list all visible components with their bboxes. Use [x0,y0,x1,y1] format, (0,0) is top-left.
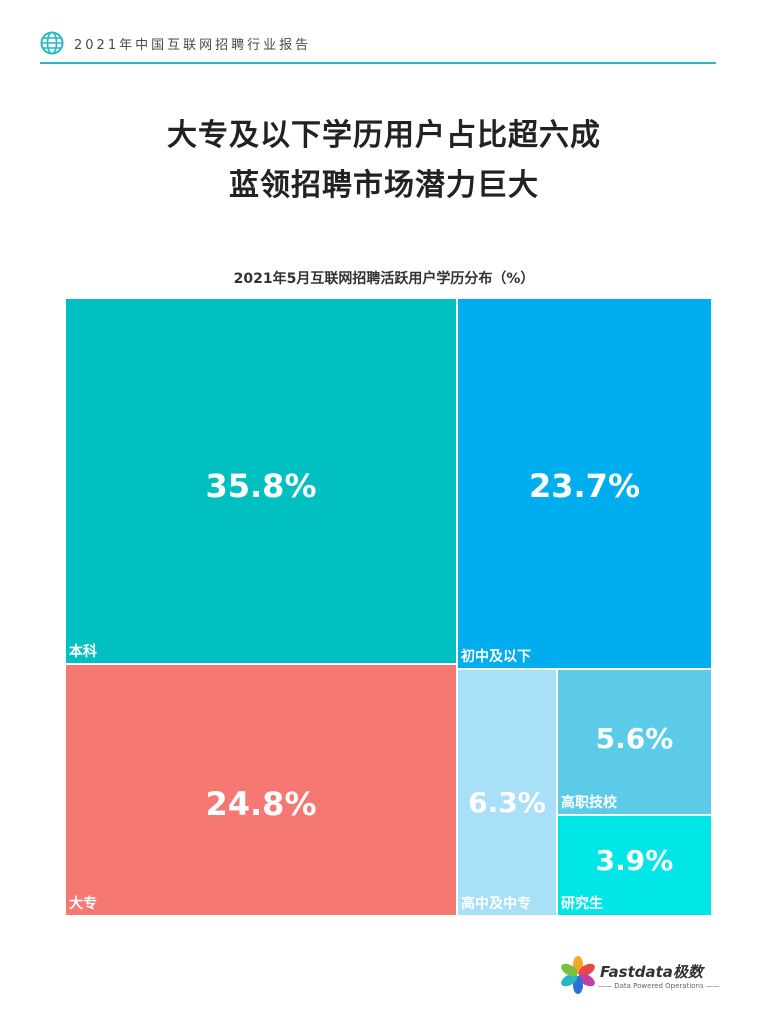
treemap-tile-dazhuan: 24.8% 大专 [66,665,456,915]
tile-value: 35.8% [205,467,317,505]
header-divider [40,62,716,64]
tile-value: 3.9% [595,844,674,877]
tile-label: 高中及中专 [461,896,531,912]
logo-wordmark: Fastdata极数 [600,963,703,981]
tile-value: 23.7% [528,467,640,505]
tile-value: 24.8% [205,785,317,823]
pinwheel-logo-icon [561,956,595,994]
report-title: 2021年中国互联网招聘行业报告 [74,38,312,53]
logo-tagline: —— Data Powered Operations —— [598,982,720,990]
headline-line-2: 蓝领招聘市场潜力巨大 [229,168,539,203]
treemap-tile-gaozhong: 6.3% 高中及中专 [458,670,556,915]
tile-label: 初中及以下 [461,649,531,665]
globe-icon [40,31,64,55]
report-header: 2021年中国互联网招聘行业报告 [40,28,714,60]
fastdata-logo: Fastdata极数 —— Data Powered Operations —— [558,955,720,997]
treemap-tile-benke: 35.8% 本科 [66,299,456,663]
tile-label: 大专 [69,896,97,912]
chart-title: 2021年5月互联网招聘活跃用户学历分布（%） [233,271,535,287]
treemap-tile-gaozhi: 5.6% 高职技校 [558,670,711,814]
tile-value: 6.3% [468,786,546,819]
treemap-tile-yanjiu: 3.9% 研究生 [558,816,711,915]
tile-label: 研究生 [561,896,603,912]
treemap-tile-chuzhong: 23.7% 初中及以下 [458,299,711,668]
tile-value: 5.6% [595,722,674,755]
tile-label: 高职技校 [561,795,617,811]
headline-line-1: 大专及以下学历用户占比超六成 [167,118,601,153]
tile-label: 本科 [69,644,97,660]
